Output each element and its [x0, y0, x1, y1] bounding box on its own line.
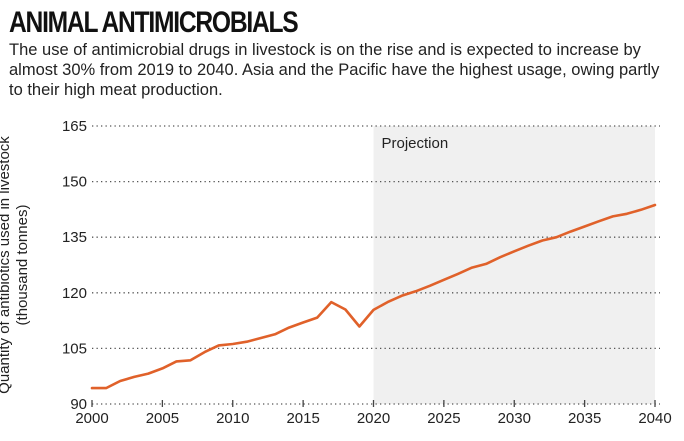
- x-tick-label: 2015: [286, 410, 319, 427]
- x-tick-label: 2000: [75, 410, 108, 427]
- chart-title: ANIMAL ANTIMICROBIALS: [9, 6, 299, 39]
- x-tick-label: 2030: [498, 410, 531, 427]
- y-tick-label: 165: [62, 118, 87, 135]
- x-tick-label: 2040: [638, 410, 671, 427]
- x-tick-label: 2025: [427, 410, 460, 427]
- y-tick-label: 135: [62, 229, 87, 246]
- y-tick-label: 90: [70, 396, 87, 413]
- x-tick-label: 2020: [357, 410, 390, 427]
- y-tick-label: 150: [62, 174, 87, 191]
- x-tick-label: 2035: [568, 410, 601, 427]
- x-tick-label: 2010: [216, 410, 249, 427]
- y-tick-label: 120: [62, 285, 87, 302]
- series-line-0: [90, 203, 657, 390]
- y-tick-label: 105: [62, 340, 87, 357]
- chart-subtitle: The use of antimicrobial drugs in livest…: [9, 41, 660, 99]
- projection-shaded-region: [373, 126, 655, 404]
- x-tick-label: 2005: [146, 410, 179, 427]
- projection-label: Projection: [382, 135, 449, 152]
